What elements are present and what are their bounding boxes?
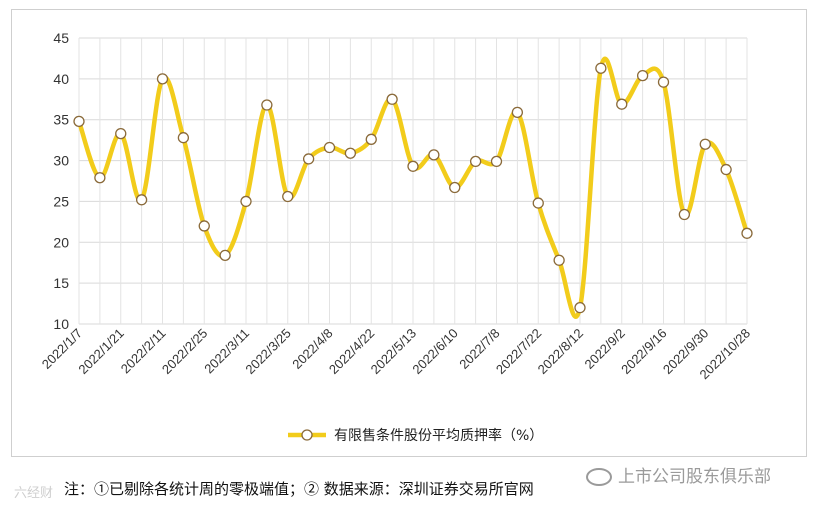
data-point: [73, 115, 85, 127]
data-point: [636, 69, 649, 82]
data-point: [678, 208, 691, 221]
data-point: [469, 155, 482, 168]
data-point: [386, 93, 398, 105]
series-layer: [73, 56, 753, 319]
y-tick-label: 10: [53, 316, 69, 332]
data-point: [135, 194, 148, 206]
data-point: [741, 227, 753, 239]
y-tick-label: 15: [53, 275, 69, 291]
watermark-right-text: 上市公司股东俱乐部: [618, 467, 771, 487]
data-point: [449, 181, 461, 194]
grid-layer: [78, 37, 748, 325]
data-point: [302, 153, 315, 165]
y-tick-label: 30: [53, 153, 69, 169]
x-tick-label: 2022/6/10: [409, 326, 461, 378]
data-point: [323, 141, 336, 154]
data-point: [115, 127, 127, 140]
legend-swatch-marker: [301, 429, 313, 441]
wechat-icon: [586, 468, 612, 486]
data-point: [240, 195, 252, 208]
data-point: [407, 160, 419, 172]
data-point: [156, 73, 169, 85]
x-tick-label: 2022/1/21: [75, 326, 127, 378]
data-point: [344, 147, 357, 159]
data-point: [511, 106, 524, 119]
x-tick-label: 2022/3/25: [242, 326, 294, 378]
line-chart: 10152025303540452022/1/72022/1/212022/2/…: [39, 30, 753, 444]
data-point: [553, 254, 565, 266]
data-point: [261, 99, 273, 111]
data-point: [574, 302, 586, 314]
data-point: [282, 190, 294, 203]
y-tick-label: 35: [53, 112, 69, 128]
data-point: [616, 98, 628, 110]
x-tick-label: 2022/2/25: [159, 326, 211, 378]
footnote: 注：①已剔除各统计周的零极端值；② 数据来源：深圳证券交易所官网: [64, 480, 534, 498]
axis-layer: 10152025303540452022/1/72022/1/212022/2/…: [39, 30, 753, 382]
data-point: [490, 155, 503, 168]
data-point: [532, 197, 544, 209]
y-tick-label: 25: [53, 193, 69, 209]
data-point: [699, 138, 711, 150]
data-point: [177, 132, 190, 144]
y-tick-label: 45: [53, 30, 69, 46]
data-point: [219, 249, 231, 262]
y-tick-label: 40: [53, 71, 69, 87]
data-point: [657, 76, 670, 88]
data-point: [94, 172, 106, 184]
data-point: [198, 220, 210, 232]
x-tick-label: 2022/8/12: [535, 326, 587, 378]
data-point: [720, 163, 732, 176]
legend: 有限售条件股份平均质押率（%）: [288, 427, 543, 444]
legend-label: 有限售条件股份平均质押率（%）: [334, 427, 543, 444]
data-point: [428, 149, 440, 161]
data-point: [595, 62, 607, 74]
y-tick-label: 20: [53, 234, 69, 250]
data-point: [365, 133, 377, 145]
watermark-right: 上市公司股东俱乐部: [586, 462, 771, 487]
chart-frame: 10 15 20 25 30 35 40 45 2022/1/7 2022/1/21 2022/2/…: [11, 9, 807, 457]
watermark-left: 六经财: [14, 486, 54, 501]
